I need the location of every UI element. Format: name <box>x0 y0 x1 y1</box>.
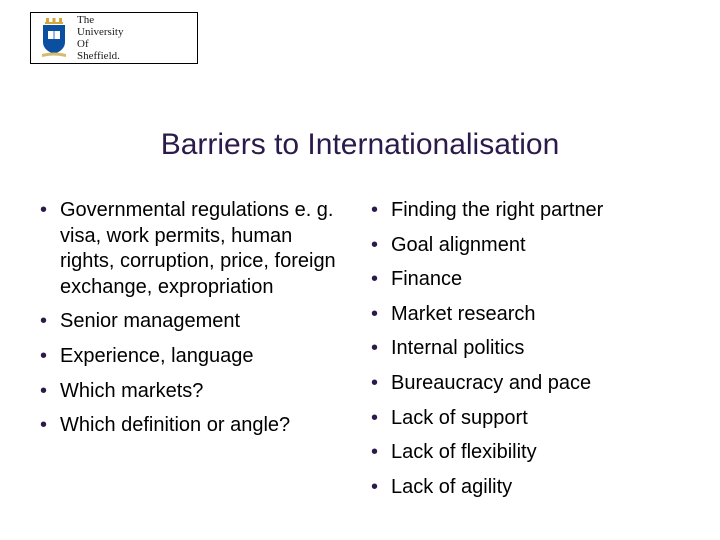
logo-line: University <box>77 26 123 38</box>
list-item: Senior management <box>38 309 351 335</box>
right-column: Finding the right partner Goal alignment F… <box>369 198 682 509</box>
left-bullet-list: Governmental regulations e. g. visa, wor… <box>38 198 351 439</box>
list-item: Lack of flexibility <box>369 440 682 466</box>
list-item: Bureaucracy and pace <box>369 371 682 397</box>
list-item: Market research <box>369 302 682 328</box>
logo-line: Of <box>77 38 123 50</box>
right-bullet-list: Finding the right partner Goal alignment F… <box>369 198 682 500</box>
list-item: Which markets? <box>38 379 351 405</box>
list-item: Goal alignment <box>369 233 682 259</box>
logo-line: The <box>77 14 123 26</box>
university-logo: The University Of Sheffield. <box>30 12 198 64</box>
list-item: Which definition or angle? <box>38 413 351 439</box>
slide-title: Barriers to Internationalisation <box>0 128 720 162</box>
list-item: Finding the right partner <box>369 198 682 224</box>
list-item: Lack of agility <box>369 475 682 501</box>
crest-icon <box>37 18 71 58</box>
list-item: Finance <box>369 267 682 293</box>
list-item: Experience, language <box>38 344 351 370</box>
list-item: Internal politics <box>369 336 682 362</box>
list-item: Governmental regulations e. g. visa, wor… <box>38 198 351 300</box>
logo-text: The University Of Sheffield. <box>77 14 123 62</box>
list-item: Lack of support <box>369 406 682 432</box>
content-columns: Governmental regulations e. g. visa, wor… <box>38 198 682 509</box>
left-column: Governmental regulations e. g. visa, wor… <box>38 198 351 509</box>
logo-line: Sheffield. <box>77 50 123 62</box>
